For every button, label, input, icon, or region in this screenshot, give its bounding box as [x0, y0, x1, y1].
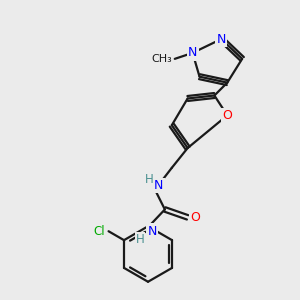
Text: H: H — [145, 173, 153, 186]
Text: N: N — [188, 46, 197, 59]
Text: H: H — [136, 233, 145, 246]
Text: N: N — [154, 179, 164, 192]
Text: CH₃: CH₃ — [151, 54, 172, 64]
Text: N: N — [147, 225, 157, 238]
Text: O: O — [222, 109, 232, 122]
Text: O: O — [190, 211, 200, 224]
Text: Cl: Cl — [93, 225, 105, 238]
Text: N: N — [217, 32, 226, 46]
